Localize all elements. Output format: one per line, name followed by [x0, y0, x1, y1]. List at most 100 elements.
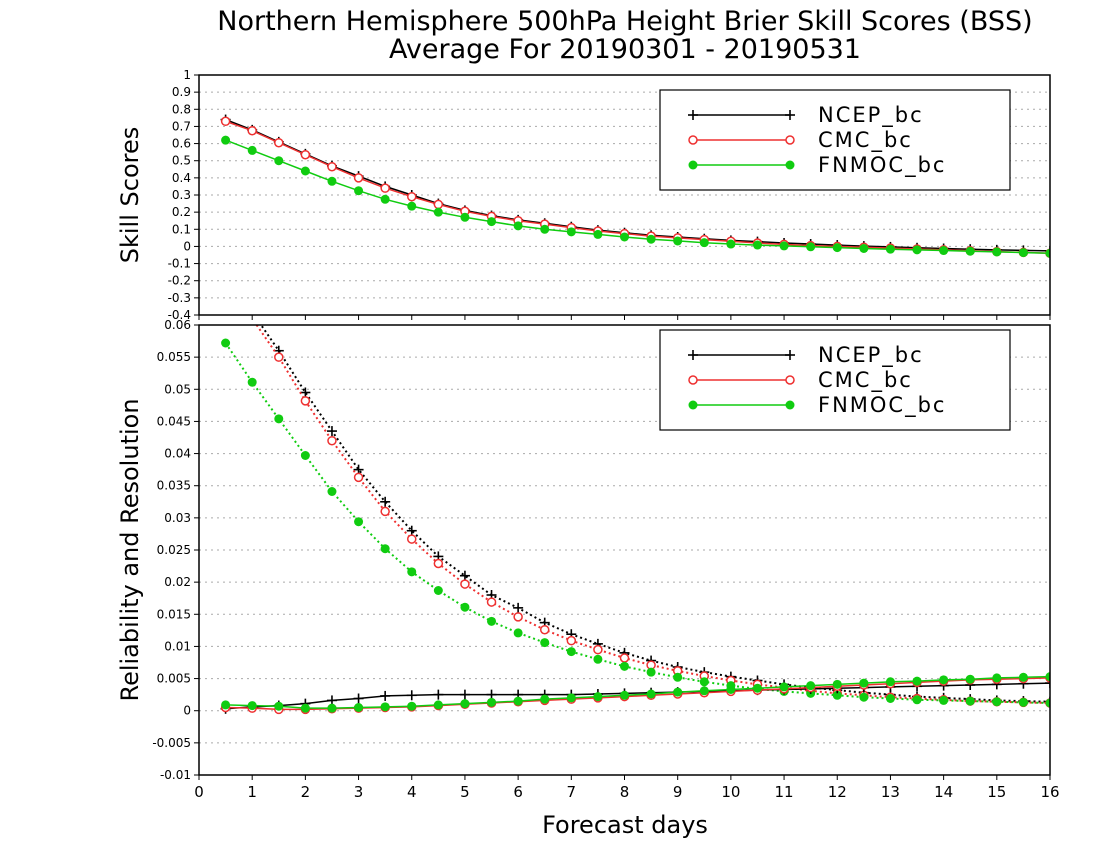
x-tick-label: 2	[301, 783, 311, 801]
data-point	[274, 352, 284, 362]
y-tick-label: 0.1	[172, 222, 191, 236]
data-point	[354, 703, 364, 712]
data-point	[832, 243, 842, 253]
data-point	[353, 472, 364, 483]
data-point	[752, 683, 762, 693]
data-point	[566, 227, 576, 237]
plot-area	[220, 114, 1050, 259]
x-tick-label: 4	[407, 783, 417, 801]
legend-marker	[785, 135, 795, 145]
x-tick-label: 13	[881, 783, 900, 801]
x-tick-label: 8	[620, 783, 630, 801]
data-point	[300, 387, 311, 398]
data-point	[513, 628, 523, 638]
legend-marker	[785, 350, 795, 360]
data-point	[726, 685, 736, 694]
data-point	[380, 183, 390, 193]
y-tick-label: 0.4	[172, 171, 191, 185]
data-point	[513, 612, 523, 622]
data-point	[965, 696, 975, 706]
legend-entry-NCEP_bc: NCEP_bc	[688, 103, 924, 128]
data-point	[221, 338, 231, 348]
data-point	[407, 191, 417, 202]
data-point	[247, 125, 257, 136]
legend-label: NCEP_bc	[818, 103, 924, 128]
data-point	[699, 677, 709, 687]
series-line	[255, 325, 1050, 704]
data-point	[646, 234, 656, 244]
data-point	[1045, 678, 1050, 689]
plot-frame	[198, 74, 1051, 316]
data-point	[460, 212, 470, 222]
data-point	[566, 635, 577, 646]
legend-entry-FNMOC_bc: FNMOC_bc	[688, 153, 944, 178]
data-point	[673, 672, 683, 682]
x-tick-label: 3	[354, 783, 364, 801]
series-line	[259, 325, 1050, 703]
data-point	[221, 135, 231, 145]
data-point	[859, 692, 869, 702]
series-NCEP_bc-resolution	[259, 325, 1050, 707]
data-point	[460, 602, 470, 612]
data-point	[859, 678, 869, 688]
legend-marker	[688, 160, 698, 170]
data-point	[992, 697, 1002, 707]
data-point	[327, 176, 337, 186]
data-point	[407, 567, 417, 577]
legend-marker	[688, 135, 698, 145]
data-point	[327, 435, 337, 446]
legend-label: CMC_bc	[818, 128, 913, 153]
data-point	[885, 694, 895, 703]
data-point	[593, 644, 603, 655]
data-point	[380, 702, 390, 712]
data-point	[354, 517, 364, 527]
data-point	[885, 244, 895, 254]
x-tick-label: 1	[247, 783, 257, 801]
data-point	[593, 692, 603, 702]
y-tick-label: -0.2	[168, 274, 191, 288]
data-point	[965, 246, 975, 256]
data-point	[460, 699, 470, 709]
data-point	[327, 487, 337, 496]
y-tick-label: 0.04	[164, 447, 191, 461]
data-point	[487, 217, 497, 227]
data-point	[513, 602, 524, 613]
legend-marker	[688, 110, 698, 120]
y-tick-label: 0	[183, 239, 191, 253]
data-point	[406, 690, 417, 701]
series-FNMOC_bc-reliability	[221, 672, 1050, 713]
y-tick-label: 0.005	[157, 672, 191, 686]
y-tick-label: -0.01	[160, 768, 191, 782]
data-point	[673, 687, 683, 697]
data-point	[300, 396, 311, 406]
data-point	[222, 270, 230, 278]
data-point	[487, 616, 497, 626]
data-point	[300, 149, 311, 160]
data-point	[407, 201, 417, 211]
x-tick-label: 16	[1040, 783, 1059, 801]
y-tick-label: 0.035	[157, 479, 191, 493]
data-point	[327, 161, 337, 172]
data-point	[513, 221, 523, 231]
data-point	[327, 703, 337, 713]
data-point	[433, 700, 443, 710]
data-point	[380, 544, 390, 554]
data-point	[380, 496, 391, 507]
legend-entry-NCEP_bc: NCEP_bc	[688, 343, 922, 368]
data-point	[540, 224, 550, 234]
data-point	[912, 245, 922, 255]
data-point	[513, 696, 523, 706]
y-tick-label: 0.03	[164, 511, 191, 525]
data-point	[620, 661, 629, 671]
y-tick-label: 0.05	[164, 382, 191, 396]
data-point	[460, 579, 470, 589]
data-point	[380, 506, 390, 517]
legend-entry-FNMOC_bc: FNMOC_bc	[688, 393, 944, 418]
data-point	[646, 667, 656, 677]
data-point	[540, 638, 550, 648]
data-point	[540, 694, 550, 704]
data-point	[593, 654, 603, 664]
y-tick-label: 1	[183, 68, 191, 82]
data-point	[433, 207, 443, 217]
